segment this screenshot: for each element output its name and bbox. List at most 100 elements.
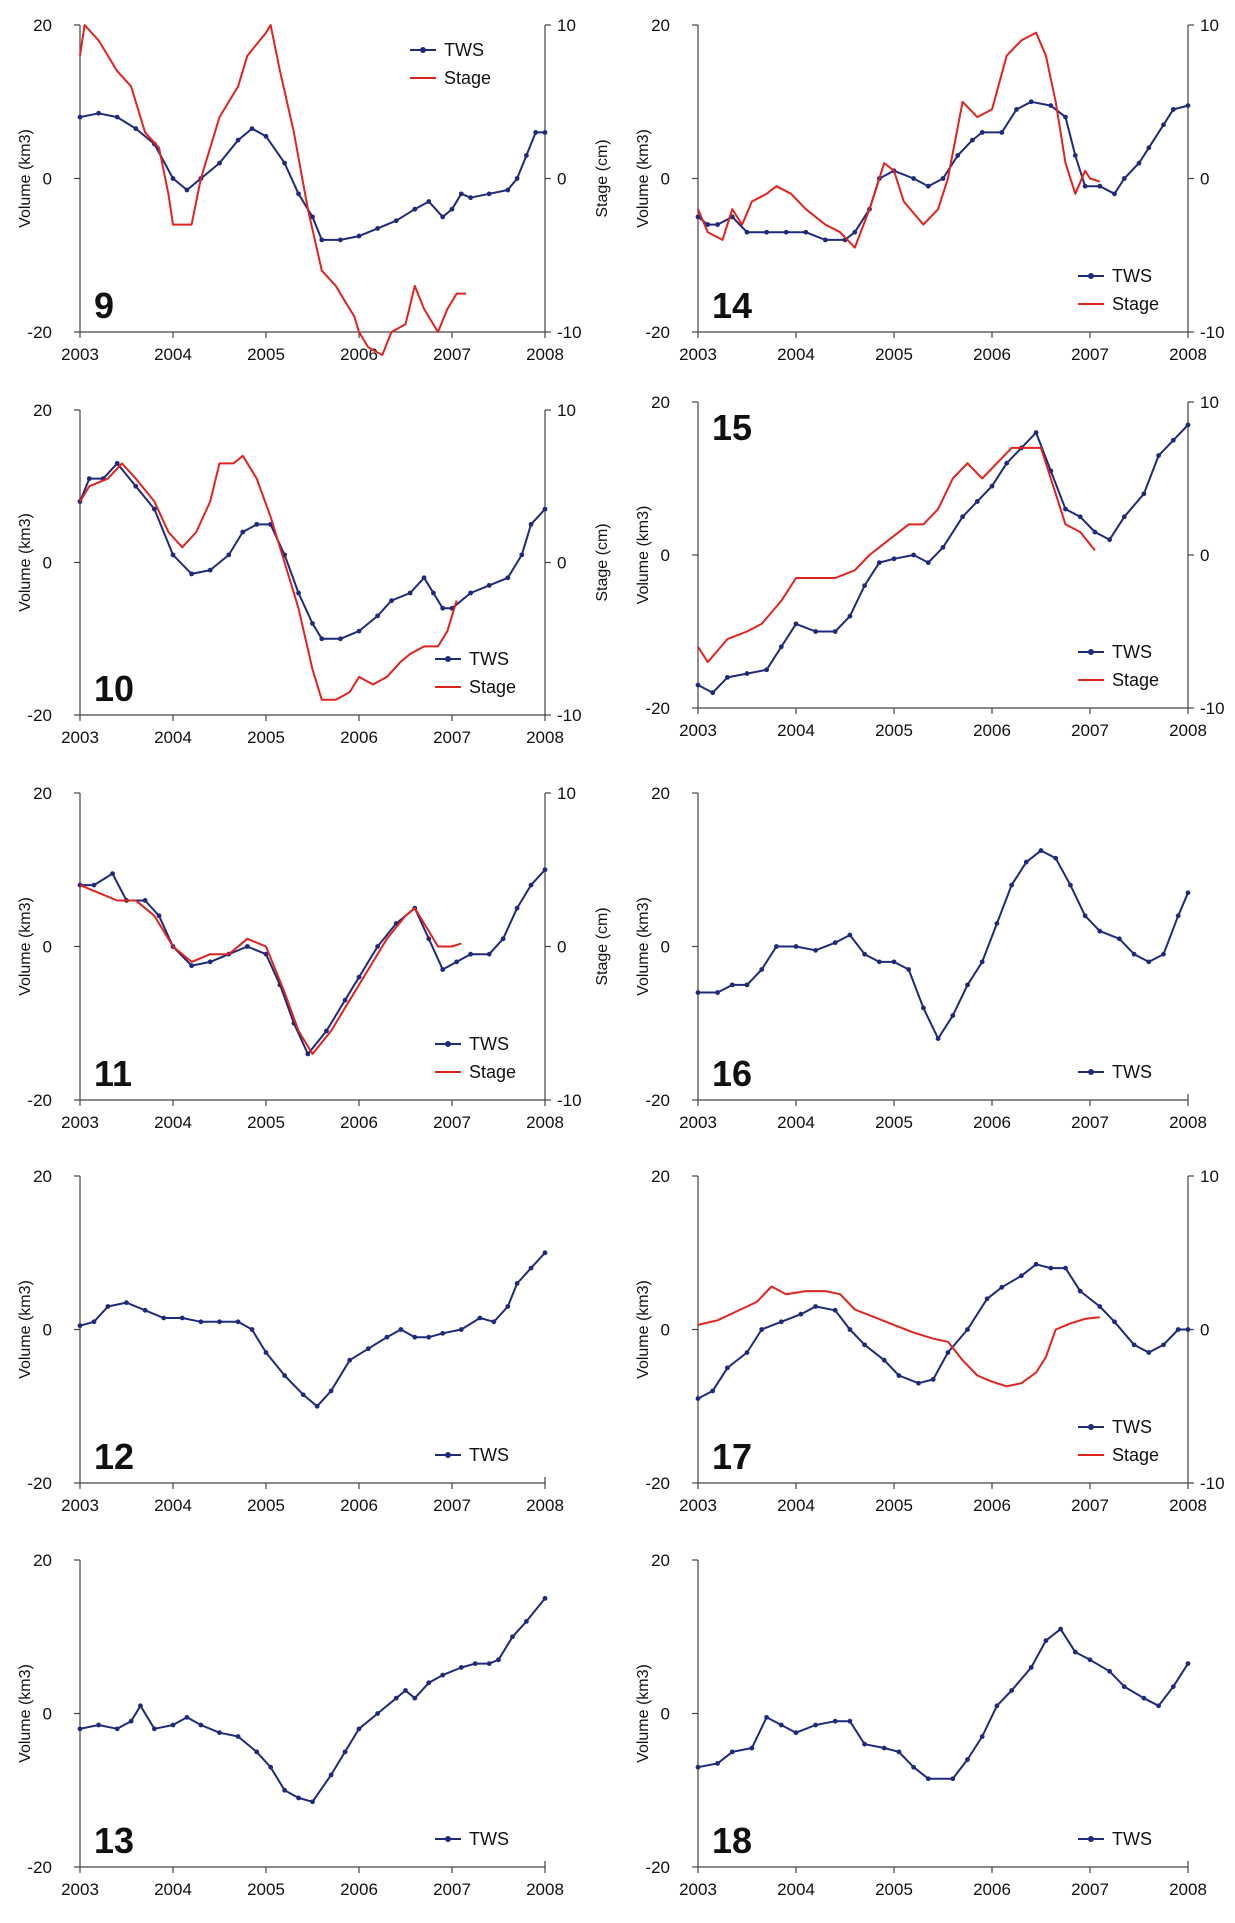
data-point: [1141, 1695, 1147, 1701]
x-tick-label: 2005: [247, 1496, 285, 1515]
data-point: [468, 590, 473, 596]
data-point: [994, 1703, 1000, 1709]
y-tick-label: 20: [651, 784, 670, 803]
y2-tick-label: 0: [557, 554, 566, 573]
series-line: [79, 884, 462, 1055]
data-point: [891, 959, 897, 965]
y-tick-label: 20: [33, 401, 52, 420]
data-point: [310, 214, 315, 220]
data-point: [798, 1311, 804, 1317]
legend-label: Stage: [469, 1062, 516, 1082]
data-point: [823, 237, 828, 243]
data-point: [375, 613, 380, 619]
series-tws: [695, 848, 1191, 1041]
data-point: [695, 682, 701, 688]
data-point: [426, 1680, 432, 1686]
data-point: [950, 1776, 956, 1782]
data-point: [1175, 913, 1181, 919]
series-stage: [697, 1285, 1100, 1388]
data-point: [1063, 114, 1068, 120]
data-point: [449, 206, 455, 212]
data-point: [440, 605, 446, 611]
x-tick-label: 2005: [247, 728, 285, 747]
legend-label: TWS: [1112, 1829, 1152, 1849]
data-point: [710, 1388, 716, 1394]
panel-14: 2003 2004 2005 2006 2007 2008 -20 0 20 Volume (km…: [635, 16, 1225, 364]
data-point: [989, 483, 995, 489]
series-tws: [695, 1626, 1191, 1782]
data-point: [1009, 1688, 1014, 1693]
data-point: [133, 483, 139, 489]
data-point: [862, 951, 867, 957]
data-point: [876, 560, 882, 566]
y-tick-label: -20: [645, 1091, 670, 1110]
x-tick-label: 2003: [679, 1880, 717, 1899]
data-point: [468, 951, 473, 957]
panel-12: 2003 2004 2005 2006 2007 2008 -20 0 20 Volume (km…: [17, 1167, 564, 1515]
data-point: [832, 1307, 838, 1313]
series-line: [697, 424, 1189, 694]
series-line: [79, 24, 466, 356]
data-point: [1146, 1350, 1152, 1355]
data-point: [389, 598, 394, 604]
x-tick-label: 2008: [1169, 721, 1207, 740]
y-tick-label: 0: [661, 938, 670, 957]
data-point: [468, 195, 473, 201]
data-point: [184, 187, 190, 193]
data-point: [1038, 848, 1044, 853]
data-point: [940, 176, 946, 181]
legend: TWS Stage: [1078, 1417, 1159, 1465]
x-tick-label: 2004: [154, 728, 192, 747]
series-line: [697, 1628, 1189, 1780]
data-point: [1028, 1665, 1034, 1670]
y2-tick-label: 10: [1200, 1167, 1219, 1186]
data-point: [77, 1726, 83, 1732]
data-point: [249, 126, 255, 132]
series-tws: [77, 1250, 548, 1409]
data-point: [715, 1760, 720, 1766]
y2-tick-label: 0: [557, 938, 566, 957]
data-point: [342, 997, 348, 1003]
data-point: [514, 176, 520, 181]
data-point: [254, 1749, 260, 1755]
legend-label: TWS: [1112, 266, 1152, 286]
data-point: [778, 1319, 784, 1325]
x-tick-label: 2008: [526, 1496, 564, 1515]
data-point: [1097, 928, 1103, 934]
data-point: [458, 1665, 464, 1670]
data-point: [184, 1714, 190, 1720]
data-point: [254, 521, 260, 527]
data-point: [96, 110, 101, 116]
x-tick-label: 2004: [777, 1113, 815, 1132]
data-point: [207, 959, 213, 965]
data-point: [324, 1028, 329, 1034]
data-point: [1121, 1684, 1127, 1690]
data-point: [925, 183, 931, 189]
data-point: [263, 1350, 269, 1355]
series-stage: [79, 24, 466, 356]
data-point: [876, 959, 882, 965]
x-tick-label: 2005: [247, 1113, 285, 1132]
data-point: [1053, 855, 1059, 861]
y-tick-label: 0: [661, 170, 670, 189]
data-point: [514, 905, 520, 911]
series-tws: [77, 460, 548, 642]
y-tick-label: 20: [651, 393, 670, 412]
y-tick-label: 20: [33, 16, 52, 35]
y-tick-label: -20: [645, 1858, 670, 1877]
data-point: [524, 1619, 529, 1624]
data-point: [803, 229, 809, 235]
data-point: [916, 1380, 921, 1386]
panel-15: 2003 2004 2005 2006 2007 2008 -20 0 20 Volume (km…: [635, 393, 1225, 740]
y-tick-label: 0: [43, 1705, 52, 1724]
y-tick-label: -20: [645, 699, 670, 718]
x-tick-label: 2006: [973, 1880, 1011, 1899]
data-point: [695, 214, 701, 220]
data-point: [1170, 107, 1176, 112]
data-point: [528, 882, 534, 888]
data-point: [1028, 99, 1034, 105]
x-tick-label: 2005: [875, 1496, 913, 1515]
x-tick-label: 2004: [154, 1496, 192, 1515]
y2-tick-label: 10: [1200, 16, 1219, 35]
data-point: [970, 137, 975, 143]
